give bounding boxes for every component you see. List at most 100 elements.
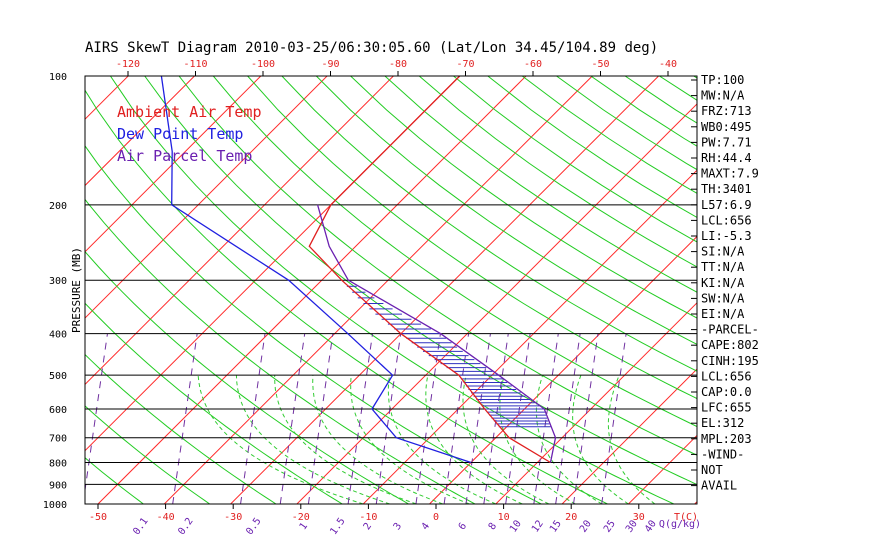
temp-unit-label: T(C) [674,512,698,523]
stat-label: MAXT:7.9 [701,167,759,181]
moist-adiabat [312,375,443,504]
isotherm-line [761,76,870,504]
plot-frame [84,75,698,505]
dry-adiabat [315,76,697,345]
mixing-ratio-tick-label: 1.5 [328,516,347,537]
mixing-ratio-line [15,334,39,504]
stat-label: KI:N/A [701,276,745,290]
mixing-ratio-tick-label: 20 [578,518,594,534]
pressure-tick-label: 200 [49,201,67,212]
moist-adiabat [387,375,497,504]
stat-label: LCL:656 [701,213,752,227]
isotherm-line [85,76,262,253]
moist-adiabat [425,375,523,504]
stat-label: LCL:656 [701,369,752,383]
pressure-tick-label: 800 [49,459,67,470]
stat-label: FRZ:713 [701,104,752,118]
stat-label: TH:3401 [701,182,752,196]
mixing-ratio-tick-label: 0.5 [244,516,263,537]
pressure-tick-label: 700 [49,434,67,445]
isotherm-line [163,76,593,504]
stat-label: PW:7.71 [701,135,752,149]
legend-entry: Ambient Air Temp [117,103,262,121]
dry-adiabat [85,145,542,504]
mixing-ratio-tick-label: 0.2 [176,516,195,537]
dry-adiabat [350,76,697,319]
mixing-ratio-tick-label: 25 [602,518,618,534]
mixing-ratio-tick-label: 3 [392,521,404,532]
mixing-ratio-line [505,333,531,504]
dry-adiabat [281,76,697,372]
top-temp-tick-label: -50 [591,59,609,70]
stat-label: MW:N/A [701,89,745,103]
stat-label: EI:N/A [701,307,745,321]
stat-label: LI:-5.3 [701,229,752,243]
isotherm-line [85,76,394,386]
stat-label: NOT [701,463,723,477]
stat-label: MPL:203 [701,432,752,446]
mixing-ratio-line [443,333,470,504]
stat-label: TT:N/A [701,260,745,274]
bottom-temp-tick-label: 10 [498,512,510,523]
moist-adiabat [499,375,576,504]
moist-adiabat [274,375,417,504]
top-temp-tick-label: -60 [524,59,542,70]
stat-label: LFC:655 [701,401,752,415]
mixing-ratio-line [279,333,306,504]
moist-adiabat [607,375,656,504]
pressure-tick-label: 300 [49,276,67,287]
stat-label: CAPE:802 [701,338,759,352]
dry-adiabat [85,250,409,504]
dry-adiabat [85,198,476,504]
mixing-ratio-line [85,333,108,494]
mixing-ratio-line [307,333,334,504]
top-temp-tick-label: -40 [659,59,677,70]
bottom-temp-tick-label: 0 [433,512,439,523]
dry-adiabat [85,353,277,504]
mixing-ratio-line [415,333,441,504]
legend-entry: Air Parcel Temp [117,147,252,165]
dry-adiabat [212,76,697,428]
dry-adiabat [831,76,870,504]
mixing-ratio-tick-label: 10 [508,518,524,534]
top-temp-tick-label: -70 [456,59,474,70]
series-line-0 [308,76,551,464]
dry-adiabat [178,76,697,456]
top-temp-tick-label: -90 [321,59,339,70]
stat-label: -WIND- [701,447,744,461]
grid-lines [15,76,870,504]
dry-adiabat [521,76,697,194]
top-temp-tick-label: -110 [183,59,207,70]
mixing-ratio-line [375,333,402,504]
legend-entry: Dew Point Temp [117,125,243,143]
dry-adiabat [85,457,144,504]
dry-adiabat [247,76,697,400]
isotherm-line [230,76,659,504]
dry-adiabat [85,89,608,504]
dry-adiabat [418,76,697,268]
stat-label: RH:44.4 [701,151,752,165]
stat-label: CAP:0.0 [701,385,752,399]
bottom-temp-tick-label: -20 [292,512,310,523]
mixing-ratio-tick-label: 1 [298,521,310,532]
mixing-ratio-line [573,333,599,504]
isotherm-line [429,235,697,504]
mixing-ratio-tick-label: 0.1 [131,516,150,537]
stat-label: SW:N/A [701,291,745,305]
top-temp-tick-label: -120 [116,59,140,70]
mixing-ratio-tick-label: 8 [487,521,499,532]
dry-adiabat [453,76,697,243]
dry-adiabat [109,76,675,504]
dry-adiabat [797,76,870,504]
stat-label: CINH:195 [701,354,759,368]
bottom-temp-tick-label: 20 [565,512,577,523]
stat-label: L57:6.9 [701,198,752,212]
profile-lines [160,76,557,464]
series-line-1 [160,76,472,464]
isotherm-line [85,76,195,187]
mixing-ratio-tick-label: 12 [530,518,546,534]
dry-adiabat [85,302,343,504]
stat-label: -PARCEL- [701,323,759,337]
